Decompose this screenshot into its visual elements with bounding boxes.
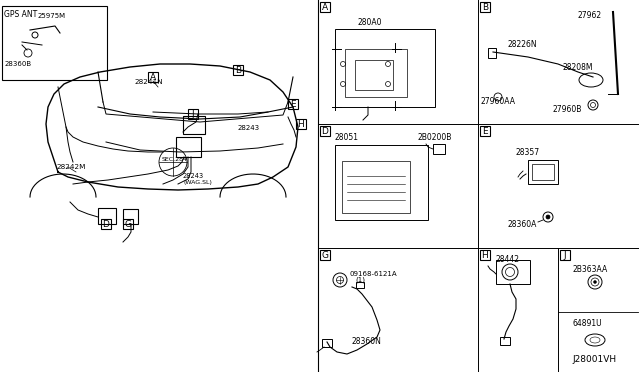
- Bar: [101, 219, 111, 229]
- Text: E: E: [482, 126, 488, 135]
- Text: 28226N: 28226N: [508, 39, 538, 48]
- Bar: [433, 144, 445, 154]
- Text: B: B: [235, 65, 241, 74]
- Text: 27960AA: 27960AA: [481, 96, 516, 106]
- Bar: [480, 250, 490, 260]
- Bar: [356, 282, 364, 288]
- Bar: [488, 48, 496, 58]
- Text: GPS ANT: GPS ANT: [4, 10, 37, 19]
- Bar: [233, 65, 243, 75]
- Text: (1): (1): [355, 277, 365, 283]
- Text: 28442: 28442: [496, 256, 520, 264]
- Text: 27960B: 27960B: [553, 105, 582, 113]
- Text: 28242M: 28242M: [56, 164, 85, 170]
- Text: 28243: 28243: [238, 125, 260, 131]
- Bar: [355, 60, 393, 90]
- Text: 2B363AA: 2B363AA: [573, 264, 608, 273]
- Text: H: H: [298, 119, 305, 128]
- Bar: [98, 208, 116, 224]
- Text: SEC.284: SEC.284: [162, 157, 188, 161]
- Bar: [528, 160, 558, 184]
- Bar: [320, 126, 330, 136]
- Bar: [480, 2, 490, 12]
- Bar: [496, 260, 530, 284]
- Text: 27962: 27962: [578, 10, 602, 19]
- Text: 2B0200B: 2B0200B: [418, 132, 452, 141]
- Text: B: B: [482, 3, 488, 12]
- Bar: [500, 337, 510, 345]
- Bar: [320, 2, 330, 12]
- Text: 28051: 28051: [335, 132, 359, 141]
- Bar: [322, 339, 332, 347]
- Text: 28357: 28357: [516, 148, 540, 157]
- Text: 280A0: 280A0: [358, 17, 382, 26]
- Bar: [480, 126, 490, 136]
- Text: 28243: 28243: [183, 173, 204, 179]
- Text: J28001VH: J28001VH: [573, 355, 617, 364]
- Bar: [335, 29, 435, 107]
- Bar: [183, 116, 205, 134]
- Text: D: D: [321, 126, 328, 135]
- Text: G: G: [125, 219, 131, 228]
- Text: 28360A: 28360A: [508, 219, 538, 228]
- Text: 09168-6121A: 09168-6121A: [350, 271, 397, 277]
- Text: A: A: [150, 73, 156, 81]
- Text: 64891U: 64891U: [573, 320, 603, 328]
- Circle shape: [593, 280, 596, 283]
- Bar: [532, 164, 554, 180]
- Bar: [123, 209, 138, 224]
- Bar: [320, 250, 330, 260]
- Text: J: J: [564, 250, 566, 260]
- Text: D: D: [102, 219, 109, 228]
- Bar: [335, 145, 428, 220]
- Text: 28208M: 28208M: [563, 62, 593, 71]
- Text: 28360B: 28360B: [5, 61, 32, 67]
- Bar: [560, 250, 570, 260]
- Text: J: J: [192, 109, 195, 119]
- Text: A: A: [322, 3, 328, 12]
- Text: G: G: [321, 250, 328, 260]
- Text: 28241N: 28241N: [134, 79, 163, 85]
- Bar: [2, 6, 107, 80]
- Bar: [176, 137, 201, 157]
- Text: E: E: [290, 99, 296, 109]
- Bar: [345, 49, 407, 97]
- Text: 28360N: 28360N: [352, 337, 382, 346]
- Text: 25975M: 25975M: [38, 13, 66, 19]
- Bar: [188, 109, 198, 119]
- Text: H: H: [482, 250, 488, 260]
- Bar: [342, 161, 410, 213]
- Bar: [148, 72, 158, 82]
- Bar: [123, 219, 133, 229]
- Bar: [288, 99, 298, 109]
- Bar: [296, 119, 306, 129]
- Text: (WAG.SL): (WAG.SL): [183, 180, 212, 185]
- Circle shape: [546, 215, 550, 219]
